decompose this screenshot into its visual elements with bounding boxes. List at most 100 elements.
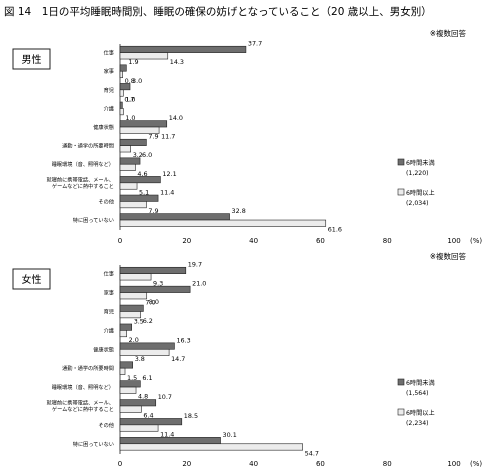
figure-title: 図 14 1日の平均睡眠時間別、睡眠の確保の妨げとなっていること（20 歳以上、… bbox=[4, 5, 432, 18]
data-label: 37.7 bbox=[248, 40, 262, 48]
category-label: その他 bbox=[98, 197, 114, 205]
bar-over6h bbox=[119, 348, 170, 356]
x-tick-label: 100 bbox=[447, 237, 460, 245]
legend-label: 6時間未満 bbox=[406, 379, 435, 387]
x-tick-label: 80 bbox=[383, 237, 392, 245]
bar-over6h bbox=[119, 163, 136, 171]
data-label: 3.5 bbox=[134, 317, 144, 325]
bar-under6h bbox=[119, 120, 168, 128]
data-label: 12.1 bbox=[162, 170, 176, 178]
category-label: 就寝前に携帯電話、メール、 bbox=[47, 399, 114, 407]
data-label: 6.4 bbox=[143, 412, 153, 420]
bar-under6h bbox=[119, 342, 175, 350]
x-tick-label: 0 bbox=[118, 460, 122, 468]
category-label: 睡眠環境（音、照明など） bbox=[52, 383, 114, 391]
legend-count: (1,220) bbox=[406, 170, 429, 177]
bar-under6h bbox=[119, 437, 221, 445]
data-label: 61.6 bbox=[328, 226, 342, 234]
category-label: 家事 bbox=[104, 67, 114, 75]
data-label: 7.9 bbox=[148, 207, 158, 215]
panel-label-box bbox=[12, 268, 51, 290]
bar-over6h bbox=[119, 126, 160, 134]
bar-under6h bbox=[119, 83, 131, 91]
data-label: 4.8 bbox=[138, 393, 148, 401]
data-label: 3.8 bbox=[135, 355, 145, 363]
bar-over6h bbox=[119, 386, 137, 394]
bar-under6h bbox=[119, 304, 144, 312]
legend-count: (2,234) bbox=[406, 420, 429, 427]
category-label: 特に困っていない bbox=[73, 440, 114, 448]
x-tick-label: 100 bbox=[447, 460, 460, 468]
data-label: 18.5 bbox=[184, 412, 198, 420]
bar-over6h bbox=[119, 182, 138, 190]
bar-under6h bbox=[119, 323, 132, 331]
category-label: その他 bbox=[98, 421, 114, 429]
data-label: 5.1 bbox=[139, 188, 149, 196]
data-label: 8.0 bbox=[149, 298, 159, 306]
data-label: 1.0 bbox=[125, 95, 135, 103]
bar-under6h bbox=[119, 380, 141, 388]
bar-under6h bbox=[119, 399, 157, 407]
data-label: 1.0 bbox=[125, 114, 135, 122]
data-label: 4.6 bbox=[137, 170, 147, 178]
bar-over6h bbox=[119, 367, 126, 375]
x-tick-label: 40 bbox=[249, 237, 258, 245]
x-tick-label: 20 bbox=[182, 460, 191, 468]
panel-label-box bbox=[12, 48, 51, 70]
data-label: 19.7 bbox=[188, 261, 202, 269]
category-label: 特に困っていない bbox=[73, 216, 114, 224]
chart-panel-1: 男性 ※複数回答 0 20 40 60 80 100 (%) 仕事 37.7 14.3 家事 1.9 0.8… bbox=[12, 28, 482, 245]
data-label: 3.2 bbox=[133, 151, 143, 159]
data-label: 32.8 bbox=[232, 207, 246, 215]
data-label: 30.1 bbox=[223, 431, 237, 439]
legend-label: 6時間以上 bbox=[406, 189, 435, 197]
data-label: 21.0 bbox=[192, 280, 206, 288]
bar-under6h bbox=[119, 418, 183, 426]
x-tick-label: 60 bbox=[316, 460, 325, 468]
data-label: 6.1 bbox=[142, 374, 152, 382]
bar-over6h bbox=[119, 219, 327, 227]
bar-under6h bbox=[119, 285, 191, 293]
bar-under6h bbox=[119, 176, 161, 184]
data-label: 16.3 bbox=[176, 336, 190, 344]
data-label: 0.7 bbox=[124, 95, 134, 103]
x-axis-unit: (%) bbox=[470, 237, 482, 245]
x-tick-label: 40 bbox=[249, 460, 258, 468]
data-label: 3.0 bbox=[132, 77, 142, 85]
bar-over6h bbox=[119, 443, 303, 451]
category-label: 介護 bbox=[104, 326, 115, 334]
data-label: 14.0 bbox=[169, 114, 183, 122]
data-label: 14.3 bbox=[170, 58, 184, 66]
data-label: 0.8 bbox=[125, 77, 135, 85]
bar-over6h bbox=[119, 292, 148, 300]
data-label: 6.0 bbox=[142, 151, 152, 159]
bar-over6h bbox=[119, 201, 147, 209]
category-label: 育児 bbox=[104, 307, 114, 315]
bar-under6h bbox=[119, 266, 187, 274]
legend-count: (1,564) bbox=[406, 390, 429, 397]
category-label: ゲームなどに熱中すること bbox=[52, 405, 114, 413]
x-tick-label: 0 bbox=[118, 237, 122, 245]
multiple-answers-note: ※複数回答 bbox=[430, 251, 467, 261]
panel-label: 女性 bbox=[22, 273, 42, 286]
bar-under6h bbox=[119, 157, 141, 165]
panel-label: 男性 bbox=[22, 53, 42, 66]
category-label: 健康状態 bbox=[93, 123, 114, 131]
legend-label: 6時間未満 bbox=[406, 159, 435, 167]
bar-over6h bbox=[119, 405, 142, 413]
category-label: 仕事 bbox=[104, 270, 114, 278]
category-label: 仕事 bbox=[104, 49, 114, 57]
x-tick-label: 80 bbox=[383, 460, 392, 468]
legend-swatch bbox=[397, 158, 405, 166]
bar-under6h bbox=[119, 64, 127, 72]
data-label: 11.7 bbox=[161, 133, 175, 141]
legend-swatch bbox=[397, 188, 405, 196]
chart-panels: 男性 ※複数回答 0 20 40 60 80 100 (%) 仕事 37.7 14.3 家事 1.9 0.8… bbox=[12, 28, 482, 468]
chart-panel-2: 女性 ※複数回答 0 20 40 60 80 100 (%) 仕事 19.7 9.3 家事 21.0 8.0… bbox=[12, 251, 482, 468]
data-label: 2.0 bbox=[129, 336, 139, 344]
bar-over6h bbox=[119, 424, 159, 432]
x-axis-unit: (%) bbox=[470, 460, 482, 468]
category-label: 睡眠環境（音、照明など） bbox=[52, 160, 114, 168]
bar-over6h bbox=[119, 145, 131, 153]
data-label: 9.3 bbox=[153, 279, 163, 287]
